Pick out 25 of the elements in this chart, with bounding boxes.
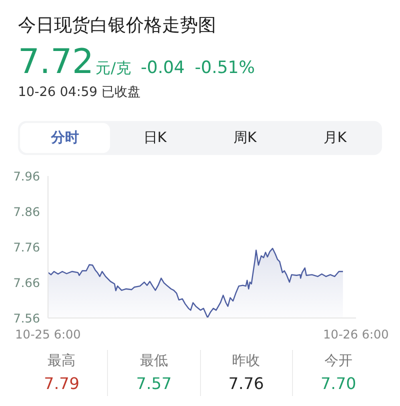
tab[interactable]: 周K [200, 123, 290, 153]
text: -0.04 [140, 58, 185, 78]
text: 7.79 [44, 374, 80, 393]
x-tick-label: 10-26 6:00 [323, 328, 389, 342]
text: 7.72 [18, 42, 94, 82]
text: 今开 [324, 353, 352, 369]
text: 最高 [48, 353, 76, 369]
y-tick-label: 7.66 [13, 276, 40, 290]
text: 10-26 04:59 已收盘 [18, 85, 141, 100]
text: -0.51% [194, 58, 255, 78]
text: 7.76 [228, 374, 264, 393]
y-tick-label: 7.56 [13, 311, 40, 326]
y-tick-label: 7.86 [13, 204, 40, 219]
text: 7.57 [136, 374, 172, 393]
selected-tab[interactable]: 分时 [20, 123, 110, 153]
chart-title: 今日现货白银价格走势图 [18, 15, 216, 36]
text: 最低 [140, 353, 168, 369]
y-tick-label: 7.96 [13, 169, 40, 184]
text: 昨收 [232, 353, 260, 369]
tab[interactable]: 月K [290, 123, 380, 153]
text: 元/克 [96, 59, 131, 78]
tab[interactable]: 日K [110, 123, 200, 153]
x-tick-label: 10-25 6:00 [15, 328, 81, 342]
text: 7.70 [320, 374, 356, 393]
y-tick-label: 7.76 [13, 240, 40, 254]
